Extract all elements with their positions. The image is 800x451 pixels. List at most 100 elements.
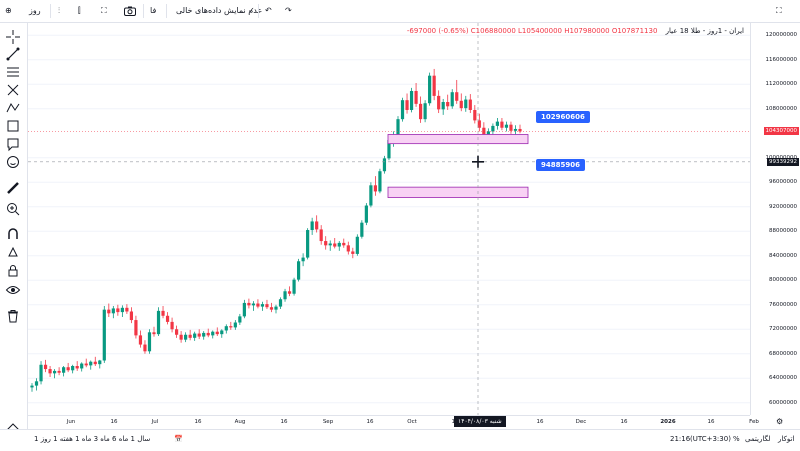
candle-body bbox=[174, 329, 179, 335]
auto-scale-toggle[interactable]: اتوکار bbox=[778, 435, 795, 443]
percent-toggle[interactable]: % bbox=[733, 435, 740, 443]
candle-body bbox=[423, 103, 427, 120]
last-price-tag: 104307000 bbox=[763, 127, 799, 136]
chart-pane[interactable] bbox=[28, 23, 750, 415]
candle-body bbox=[287, 291, 292, 294]
candle-body bbox=[369, 185, 373, 206]
crosshair-icon[interactable] bbox=[5, 29, 21, 45]
candle-body bbox=[93, 361, 97, 365]
candle-body bbox=[179, 334, 183, 340]
candle-body bbox=[71, 366, 75, 371]
indicators-icon[interactable]: ⫶ bbox=[58, 6, 60, 15]
candle-body bbox=[491, 125, 495, 132]
check-icon[interactable]: ✓ bbox=[248, 6, 255, 15]
candle-body bbox=[107, 309, 111, 314]
time-axis[interactable]: Jun16Jul16Aug16Sep16Oct16Nov16Dec1620261… bbox=[28, 415, 759, 430]
candle-body bbox=[197, 333, 201, 337]
redo-icon[interactable]: ↷ bbox=[285, 6, 292, 15]
date-range-icon[interactable]: 📅 bbox=[174, 435, 183, 443]
candle-body bbox=[89, 361, 93, 366]
price-tick-label: 84000000 bbox=[769, 252, 797, 259]
eye-icon[interactable] bbox=[5, 282, 21, 298]
candle-body bbox=[129, 311, 134, 321]
candle-body bbox=[400, 100, 405, 120]
candle-body bbox=[495, 121, 500, 126]
top-toolbar: ⊕ روز ⫶ ⫿ ⛶ فا عدم نمایش داده‌های خالی ✓… bbox=[0, 0, 800, 23]
candle-body bbox=[233, 322, 237, 328]
candle-body bbox=[382, 158, 387, 172]
zone-callout-lower[interactable]: 94885906 bbox=[536, 159, 585, 171]
undo-icon[interactable]: ↶ bbox=[265, 6, 272, 15]
zoom-in-icon[interactable] bbox=[5, 201, 21, 217]
price-axis[interactable]: 120000000 116000000 112000000 108000000 1000… bbox=[750, 23, 800, 415]
candle-body bbox=[337, 242, 341, 247]
candle-body bbox=[98, 360, 102, 365]
candle-body bbox=[360, 222, 364, 237]
candle-body bbox=[459, 100, 463, 109]
range-selector[interactable]: سال 1 ماه 6 ماه 3 ماه 1 هفته 1 روز 1 bbox=[34, 435, 151, 443]
price-tick-label: 108000000 bbox=[765, 105, 798, 112]
trash-icon[interactable] bbox=[5, 308, 21, 324]
clock-time[interactable]: 21:16 bbox=[670, 435, 691, 443]
candle-body bbox=[211, 331, 215, 336]
legend-low: L105400000 bbox=[518, 27, 562, 35]
time-tick-label: 16 bbox=[536, 419, 544, 425]
interval-selector[interactable]: روز bbox=[29, 6, 41, 15]
settings-gear-icon[interactable]: ⚙ bbox=[776, 417, 784, 426]
price-tick-label: 60000000 bbox=[769, 399, 797, 406]
bottom-bar: سال 1 ماه 6 ماه 3 ماه 1 هفته 1 روز 1 📅 2… bbox=[0, 429, 800, 451]
candle-body bbox=[455, 92, 459, 101]
fullscreen-expand-icon[interactable]: ⛶ bbox=[776, 6, 782, 15]
candle-body bbox=[238, 316, 242, 323]
time-tick-label: Aug bbox=[234, 419, 246, 425]
chart-style-button[interactable]: فا bbox=[150, 6, 157, 15]
price-chart[interactable] bbox=[28, 23, 750, 415]
price-tick-label: 116000000 bbox=[765, 56, 798, 63]
lock-icon[interactable] bbox=[5, 263, 21, 279]
ruler-icon[interactable] bbox=[5, 180, 21, 196]
price-tick-label: 120000000 bbox=[765, 32, 798, 39]
zone-callout-upper[interactable]: 102960606 bbox=[536, 111, 590, 123]
add-symbol-icon[interactable]: ⊕ bbox=[5, 6, 12, 15]
text-note-icon[interactable] bbox=[5, 136, 21, 152]
timezone-label[interactable]: (UTC+3:30) bbox=[690, 435, 731, 443]
compare-icon[interactable]: ⫿ bbox=[78, 6, 81, 15]
candle-body bbox=[278, 299, 283, 307]
legend-close: C106880000 bbox=[470, 27, 516, 35]
log-toggle[interactable]: لگاریتمی bbox=[745, 435, 771, 443]
candle-body bbox=[387, 139, 391, 159]
candle-body bbox=[405, 100, 409, 110]
candle-body bbox=[373, 185, 378, 192]
magnet-icon[interactable] bbox=[5, 226, 21, 242]
trend-line-icon[interactable] bbox=[5, 46, 21, 62]
hide-empty-data-button[interactable]: عدم نمایش داده‌های خالی bbox=[176, 6, 263, 15]
candle-body bbox=[193, 333, 197, 338]
candle-body bbox=[342, 242, 346, 246]
time-tick-label: 16 bbox=[280, 419, 288, 425]
rectangle-icon[interactable] bbox=[5, 118, 21, 134]
legend-change: -697000 (-0.65%) bbox=[406, 27, 469, 35]
fib-retracement-icon[interactable] bbox=[5, 64, 21, 80]
stay-in-drawing-mode-icon[interactable] bbox=[5, 244, 21, 260]
support-zone-lower bbox=[387, 186, 529, 198]
candle-body bbox=[202, 332, 206, 337]
pitchfork-icon[interactable] bbox=[5, 82, 21, 98]
candle-body bbox=[482, 127, 486, 137]
price-tick-label: 100000000 bbox=[766, 155, 798, 161]
fullscreen-icon[interactable]: ⛶ bbox=[101, 6, 107, 15]
price-tick-label: 80000000 bbox=[769, 277, 797, 284]
legend-high: H107980000 bbox=[564, 27, 610, 35]
candle-body bbox=[52, 370, 57, 374]
candle-body bbox=[269, 307, 274, 310]
time-tick-label: 16 bbox=[707, 419, 715, 425]
candle-body bbox=[152, 332, 156, 335]
candle-body bbox=[111, 308, 115, 314]
crosshair-time-label: شنبه ۱۴۰۴/۰۸/۰۳ bbox=[454, 416, 506, 427]
pattern-icon[interactable] bbox=[5, 100, 21, 116]
candle-body bbox=[242, 302, 246, 317]
time-tick-label: Jun bbox=[66, 419, 76, 425]
candle-body bbox=[464, 99, 468, 109]
emoji-icon[interactable] bbox=[5, 154, 21, 170]
camera-icon[interactable] bbox=[124, 3, 136, 19]
candle-body bbox=[364, 205, 368, 223]
